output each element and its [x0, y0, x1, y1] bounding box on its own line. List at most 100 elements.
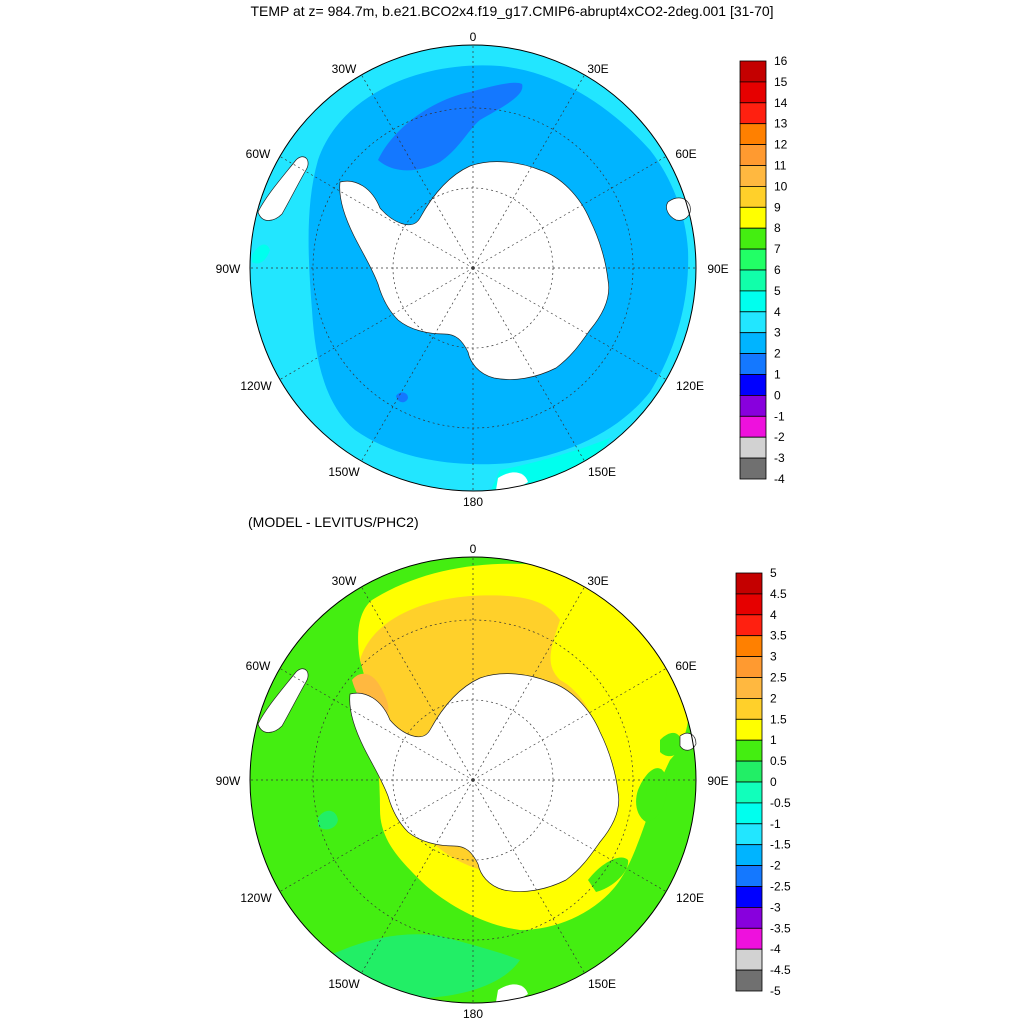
top-colorbar-tick-label: -1	[774, 409, 785, 423]
top-colorbar-tick-label: -3	[774, 451, 785, 465]
top-colorbar-tick-label: 15	[774, 75, 788, 89]
top-south-america	[257, 156, 309, 221]
top-new-zealand	[496, 472, 528, 492]
bottom-colorbar-swatch	[735, 739, 763, 762]
bottom-field-green-east1	[636, 768, 667, 822]
bottom-colorbar-swatch	[735, 886, 763, 908]
top-colorbar-tick-label: 11	[774, 159, 787, 173]
bottom-colorbar-tick-label: 0	[770, 775, 777, 789]
bottom-label-150e: 150E	[588, 977, 616, 991]
bottom-map-border	[249, 556, 697, 1004]
top-colorbar-tick-label: 13	[774, 117, 788, 131]
bottom-colorbar-tick-label: 2	[770, 691, 777, 705]
bottom-colorbar-swatch	[735, 635, 763, 658]
bottom-colorbar-tick-label: 5	[770, 566, 777, 580]
top-longitude-labels: 0 30E 60E 90E 120E 150E 180 150W 120W 90…	[216, 30, 729, 509]
bottom-new-zealand	[496, 984, 528, 1004]
top-colorbar-tick-label: 0	[774, 388, 781, 402]
bottom-colorbar-swatch	[735, 677, 763, 699]
top-label-120e: 120E	[676, 379, 704, 393]
top-colorbar-swatch	[739, 60, 767, 83]
top-colorbar-tick-label: 4	[774, 305, 781, 319]
bottom-polar-map: 0 30E 60E 90E 120E 150E 180 150W 120W 90…	[216, 542, 729, 1021]
top-colorbar-swatch	[739, 144, 767, 166]
top-label-150e: 150E	[588, 465, 616, 479]
bottom-colorbar-swatch	[735, 865, 763, 887]
top-label-150w: 150W	[328, 465, 360, 479]
top-colorbar-tick-label: 9	[774, 200, 781, 214]
bottom-colorbar-tick-label: -3.5	[770, 921, 791, 935]
bottom-graticule	[250, 557, 696, 1003]
top-antarctica	[339, 161, 610, 380]
bottom-label-90w: 90W	[216, 774, 241, 788]
bottom-colorbar-swatch	[735, 718, 763, 741]
top-field-cyan-west	[252, 244, 270, 264]
bottom-colorbar-tick-label: 1	[770, 733, 777, 747]
bottom-colorbar-tick-label: -2.5	[770, 880, 791, 894]
top-colorbar-swatch	[739, 248, 767, 271]
bottom-colorbar-tick-label: -5	[770, 984, 781, 998]
bottom-colorbar-tick-label: -1.5	[770, 838, 791, 852]
top-label-90e: 90E	[707, 262, 728, 276]
bottom-colorbar-swatch	[735, 844, 763, 867]
top-colorbar-tick-label: 7	[774, 242, 781, 256]
top-polar-map: 0 30E 60E 90E 120E 150E 180 150W 120W 90…	[216, 30, 729, 509]
top-label-0: 0	[470, 30, 477, 44]
top-colorbar-swatch	[739, 353, 767, 375]
bottom-colorbar-swatch	[735, 572, 763, 595]
top-label-60e: 60E	[675, 147, 696, 161]
bottom-colorbar-swatch	[735, 802, 763, 825]
bottom-label-120e: 120E	[676, 891, 704, 905]
top-colorbar-tick-label: 10	[774, 179, 788, 193]
bottom-colorbar-tick-label: 0.5	[770, 754, 787, 768]
bottom-label-150w: 150W	[328, 977, 360, 991]
top-label-120w: 120W	[240, 379, 272, 393]
figure-title: TEMP at z= 984.7m, b.e21.BCO2x4.f19_g17.…	[250, 3, 774, 19]
top-colorbar-tick-label: 3	[774, 326, 781, 340]
top-colorbar-tick-label: 5	[774, 284, 781, 298]
bottom-colorbar-tick-label: -4.5	[770, 963, 791, 977]
top-colorbar-tick-label: -4	[774, 472, 785, 486]
bottom-longitude-labels: 0 30E 60E 90E 120E 150E 180 150W 120W 90…	[216, 542, 729, 1021]
top-colorbar-swatch	[739, 415, 767, 438]
bottom-colorbar-tick-label: -2	[770, 859, 781, 873]
top-colorbar-tick-label: 6	[774, 263, 781, 277]
top-label-90w: 90W	[216, 262, 241, 276]
top-colorbar-swatch	[739, 269, 767, 292]
top-colorbar-swatch	[739, 332, 767, 355]
top-colorbar-tick-label: 12	[774, 138, 788, 152]
top-label-30w: 30W	[332, 62, 357, 76]
bottom-field-lightgreen2	[318, 810, 338, 830]
top-map-border	[249, 44, 697, 492]
bottom-colorbar-swatch	[735, 927, 763, 950]
top-colorbar-swatch	[739, 227, 767, 250]
top-colorbar-tick-label: 8	[774, 221, 781, 235]
top-colorbar-swatch	[739, 206, 767, 229]
bottom-colorbar-swatch	[735, 760, 763, 783]
bottom-colorbar-swatch	[735, 781, 763, 804]
top-colorbar-tick-label: -2	[774, 430, 785, 444]
bottom-label-120w: 120W	[240, 891, 272, 905]
bottom-colorbar-tick-label: 1.5	[770, 712, 787, 726]
bottom-label-60e: 60E	[675, 659, 696, 673]
top-field-deep	[378, 82, 523, 171]
top-colorbar-tick-label: 1	[774, 368, 781, 382]
bottom-colorbar-tick-label: 2.5	[770, 671, 787, 685]
bottom-colorbar-swatch	[735, 656, 763, 678]
top-colorbar-swatch	[739, 290, 767, 313]
top-colorbar-tick-label: 16	[774, 54, 788, 68]
top-colorbar-tick-label: 14	[774, 96, 788, 110]
top-colorbar-swatch	[739, 165, 767, 187]
top-colorbar-swatch	[739, 436, 767, 459]
top-colorbar-swatch	[739, 123, 767, 145]
bottom-colorbar-swatch	[735, 593, 763, 616]
top-colorbar-swatch	[739, 81, 767, 104]
bottom-colorbar-tick-label: -0.5	[770, 796, 791, 810]
bottom-label-30w: 30W	[332, 574, 357, 588]
bottom-colorbar-tick-label: 4.5	[770, 587, 787, 601]
bottom-colorbar-tick-label: 4	[770, 608, 777, 622]
top-field-deep-spot	[396, 392, 408, 403]
top-colorbar-swatch	[739, 311, 767, 334]
